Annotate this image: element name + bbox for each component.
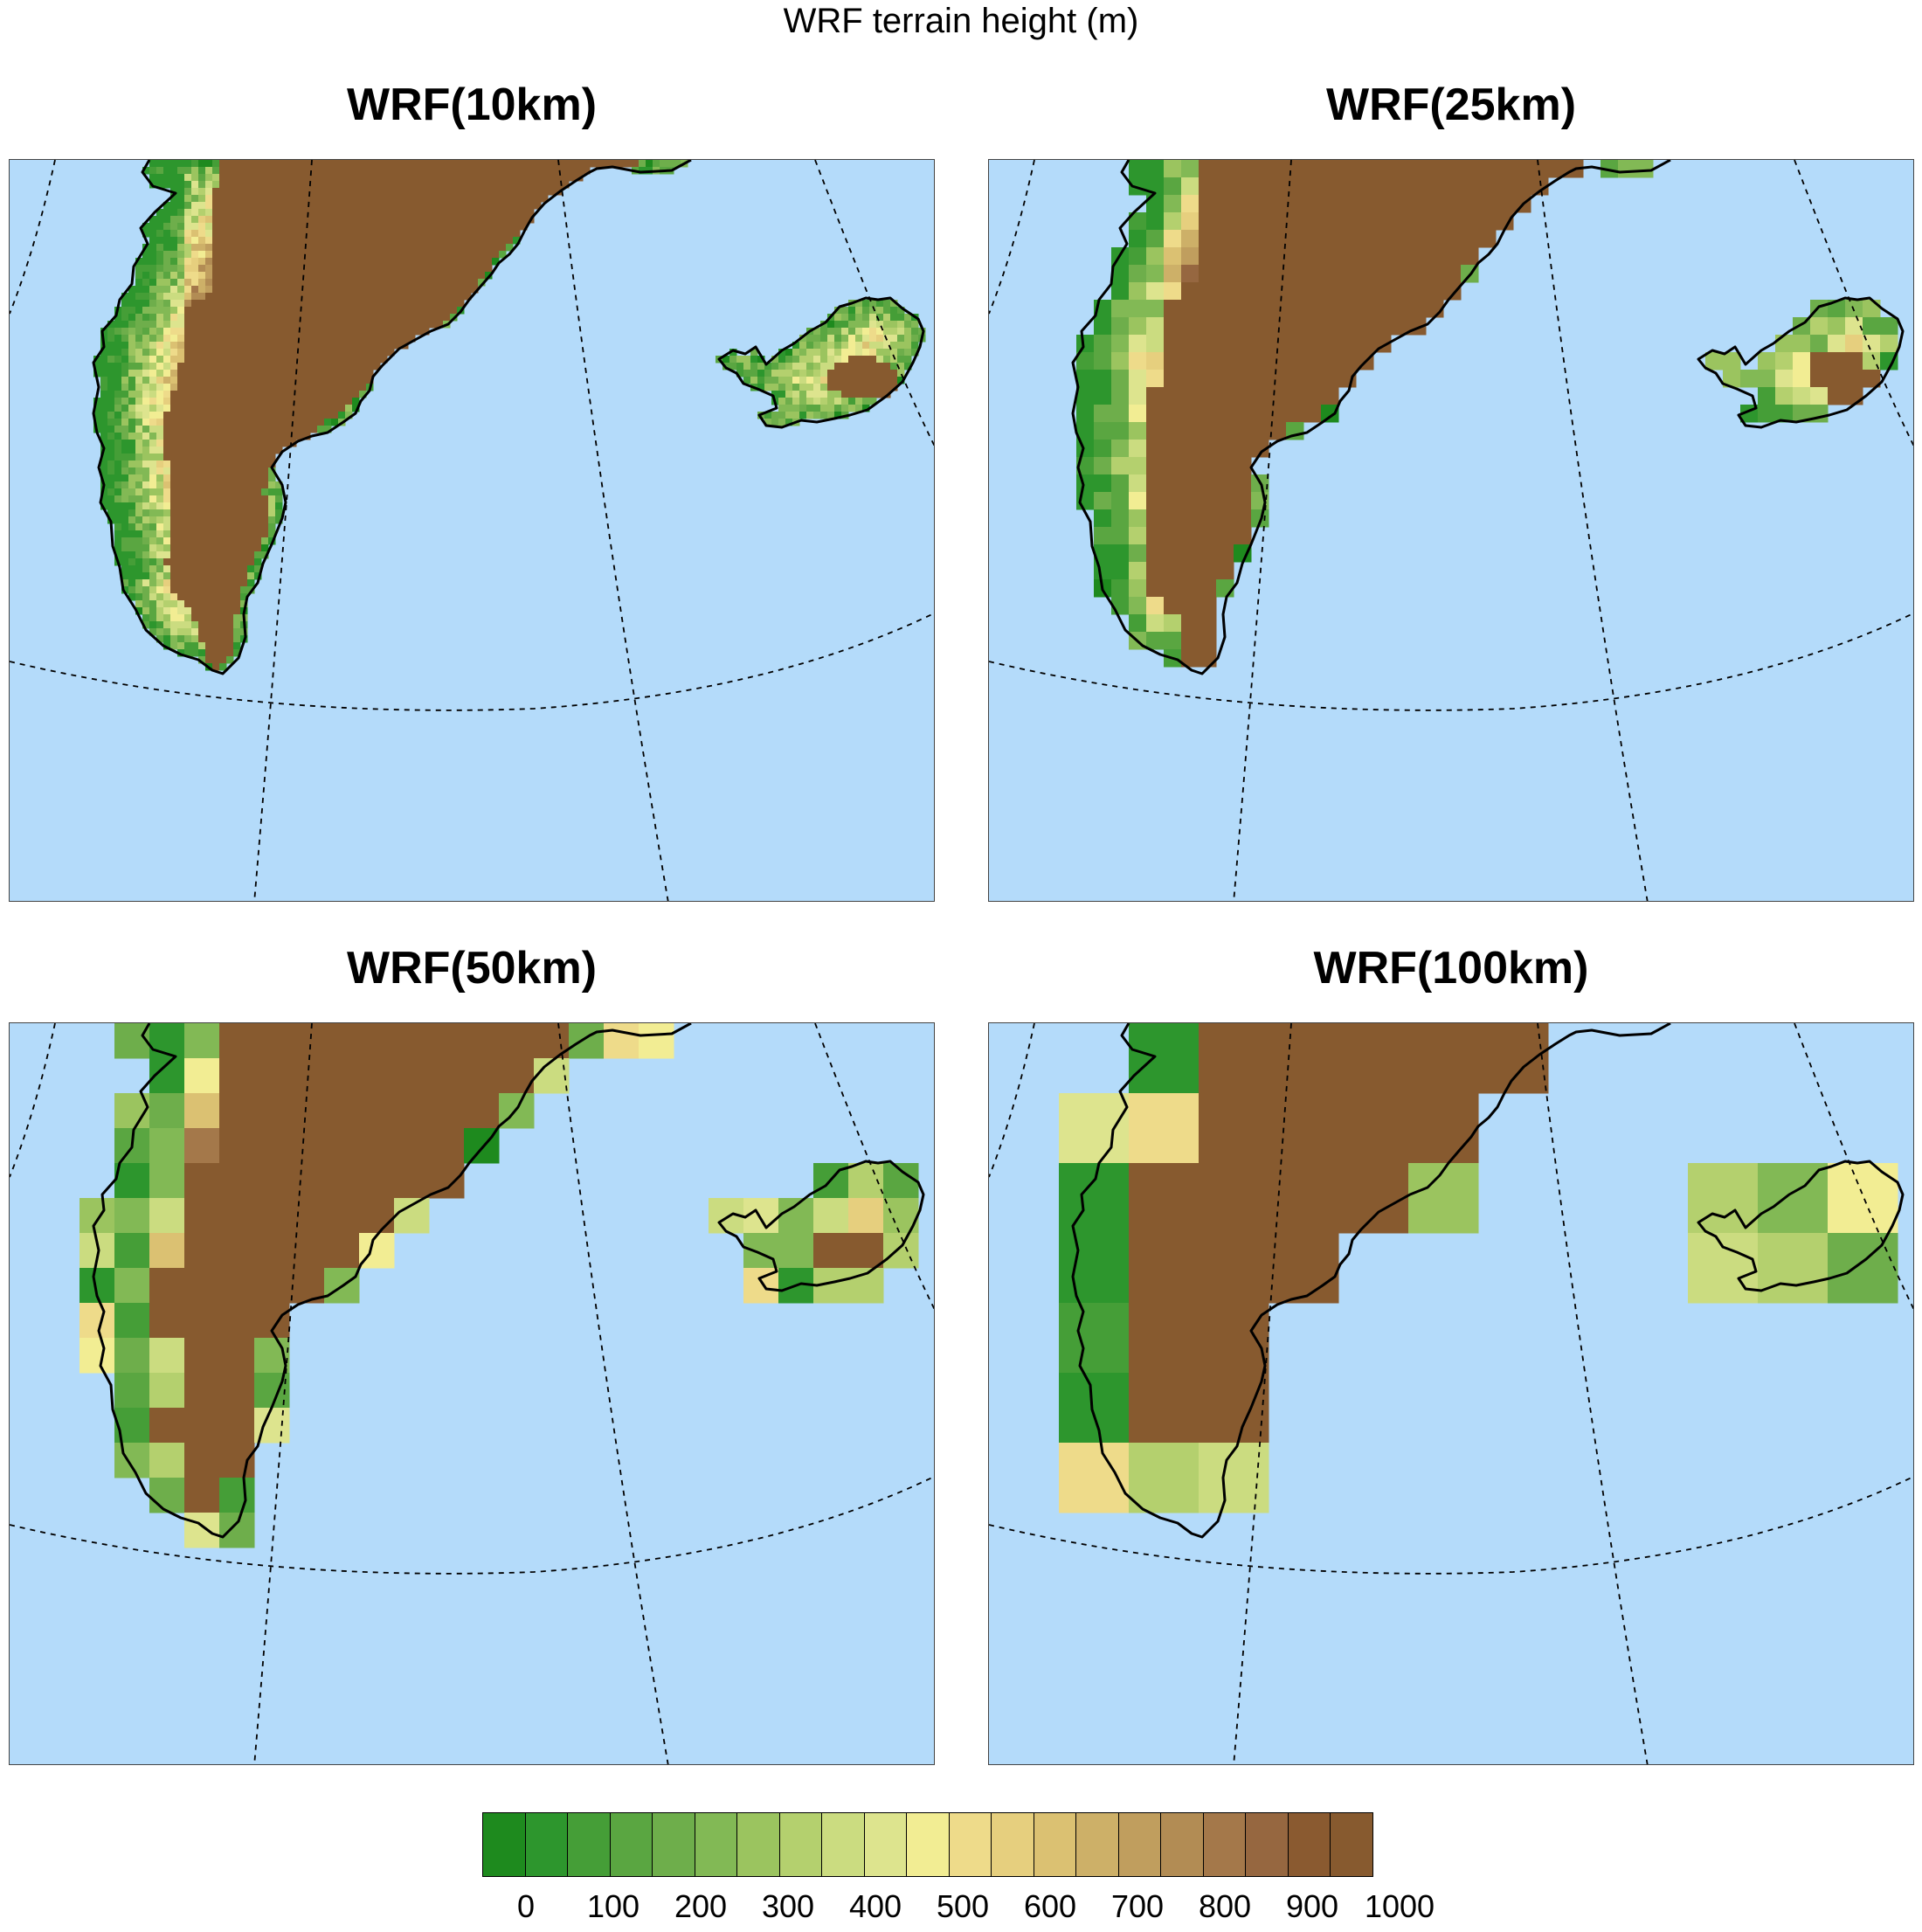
iceland-coastline [1697, 1160, 1905, 1292]
graticule-line [253, 160, 313, 901]
graticule-line [989, 612, 1913, 711]
colorbar-swatch [567, 1812, 611, 1877]
graticule-line [557, 1023, 669, 1764]
graticule-line [10, 612, 934, 711]
panel-title-50km: WRF(50km) [346, 943, 598, 994]
colorbar-labels: 0 100 200 300 400 500 600 700 800 900 1000 [482, 1888, 1443, 1932]
colorbar-swatch [524, 1812, 569, 1877]
terrain-cells [1076, 160, 1898, 668]
terrain-map-100km [988, 1022, 1914, 1765]
colorbar-swatch [1202, 1812, 1247, 1877]
colorbar-swatch [1245, 1812, 1289, 1877]
colorbar-swatch [694, 1812, 738, 1877]
greenland-coastline [1071, 160, 1671, 675]
graticule-line [1794, 160, 1913, 447]
colorbar-tick-label: 500 [936, 1888, 990, 1924]
colorbar-swatch [948, 1812, 992, 1877]
colorbar-swatch [778, 1812, 823, 1877]
colorbar [482, 1812, 1373, 1881]
graticule-line [1794, 1023, 1913, 1310]
colorbar-swatch [1117, 1812, 1162, 1877]
graticule-line [1537, 1023, 1649, 1764]
terrain-map-50km [9, 1022, 935, 1765]
colorbar-swatch [1075, 1812, 1119, 1877]
terrain-cells [93, 160, 926, 671]
colorbar-swatch [1033, 1812, 1077, 1877]
colorbar-swatch [652, 1812, 695, 1877]
colorbar-swatch [1330, 1812, 1373, 1877]
panel-title-25km: WRF(25km) [1325, 80, 1577, 130]
graticule-line [10, 1475, 934, 1575]
colorbar-tick-label: 200 [674, 1888, 728, 1924]
colorbar-tick-label: 100 [586, 1888, 640, 1924]
figure-title: WRF terrain height (m) [783, 2, 1139, 40]
graticule-line [557, 160, 669, 901]
graticule-line [814, 1023, 934, 1310]
colorbar-swatch [482, 1812, 526, 1877]
colorbar-swatch [991, 1812, 1034, 1877]
colorbar-tick-label: 900 [1285, 1888, 1339, 1924]
colorbar-swatch [609, 1812, 653, 1877]
colorbar-tick-label: 600 [1023, 1888, 1077, 1924]
graticule-line [989, 1475, 1913, 1575]
panel-title-10km: WRF(10km) [346, 80, 598, 130]
iceland-coastline [1697, 296, 1905, 429]
greenland-coastline [1071, 1023, 1671, 1539]
graticule-line [989, 160, 1035, 315]
colorbar-tick-label: 0 [516, 1888, 536, 1924]
colorbar-swatch [863, 1812, 908, 1877]
colorbar-tick-label: 300 [761, 1888, 815, 1924]
colorbar-swatch [736, 1812, 780, 1877]
colorbar-swatch [1287, 1812, 1331, 1877]
panel-title-100km: WRF(100km) [1313, 943, 1589, 994]
iceland-coastline [717, 296, 925, 429]
greenland-coastline [92, 160, 692, 675]
graticule-line [253, 1023, 313, 1764]
terrain-cells [1059, 1023, 1898, 1513]
iceland-coastline [717, 1160, 925, 1292]
graticule-line [814, 160, 934, 447]
colorbar-swatch [821, 1812, 865, 1877]
colorbar-tick-label: 700 [1110, 1888, 1165, 1924]
colorbar-tick-label: 800 [1198, 1888, 1252, 1924]
greenland-coastline [92, 1023, 692, 1539]
graticule-line [1233, 1023, 1292, 1764]
terrain-map-25km [988, 159, 1914, 902]
graticule-line [989, 1023, 1035, 1178]
graticule-line [1233, 160, 1292, 901]
graticule-line [1537, 160, 1649, 901]
graticule-line [10, 1023, 56, 1178]
graticule-line [10, 160, 56, 315]
terrain-map-10km [9, 159, 935, 902]
colorbar-swatch [906, 1812, 950, 1877]
colorbar-tick-label: 1000 [1364, 1888, 1435, 1924]
colorbar-tick-label: 400 [848, 1888, 902, 1924]
colorbar-swatch [1160, 1812, 1204, 1877]
